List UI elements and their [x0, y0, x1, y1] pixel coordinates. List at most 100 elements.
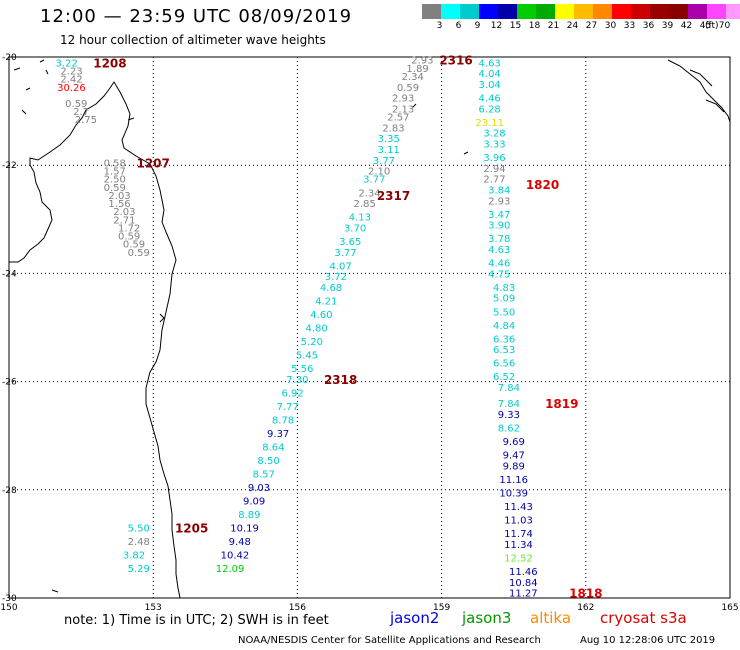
wave-height-value: 5.50 — [128, 524, 150, 535]
wave-height-value: 10.42 — [221, 551, 250, 562]
wave-height-value: 5.50 — [493, 307, 515, 318]
wave-height-value: 2.03 — [113, 207, 135, 218]
wave-height-value: 3.77 — [373, 156, 395, 167]
longitude-label: 159 — [433, 603, 450, 613]
wave-height-value: 0.59 — [104, 183, 126, 194]
color-scale-label: 12 — [490, 21, 503, 31]
legend-entry: cryosat s3a — [600, 609, 687, 627]
pass-time-label: 1205 — [175, 522, 208, 536]
longitude-label: 156 — [289, 603, 306, 613]
wave-height-value: 11.16 — [499, 475, 528, 486]
wave-height-value: 3.33 — [483, 140, 505, 151]
wave-height-value: 2.34 — [358, 188, 380, 199]
color-scale-label: 6 — [455, 21, 462, 31]
color-scale-swatch — [460, 4, 479, 19]
wave-height-value: 2.34 — [402, 72, 424, 83]
map-frame — [8, 56, 731, 599]
wave-height-value: 9.37 — [267, 429, 289, 440]
wave-height-value: 8.50 — [257, 456, 279, 467]
color-scale-swatch — [688, 4, 707, 19]
color-scale-swatch — [441, 4, 460, 19]
wave-height-value: 2.93 — [392, 94, 414, 105]
pass-time-label: 1820 — [526, 178, 559, 192]
wave-height-value: 4.60 — [310, 310, 332, 321]
footer-timestamp: Aug 10 12:28:06 UTC 2019 — [580, 635, 716, 646]
color-scale-swatch — [669, 4, 688, 19]
wave-height-value: 3.78 — [488, 234, 510, 245]
northwest-islands — [13, 59, 49, 115]
wave-height-value: 2.50 — [104, 175, 126, 186]
color-scale-swatch — [593, 4, 612, 19]
wave-height-value: 6.28 — [479, 104, 501, 115]
wave-height-value: 8.62 — [498, 424, 520, 435]
color-scale-swatch — [536, 4, 555, 19]
longitude-label: 165 — [721, 603, 738, 613]
page-subtitle: 12 hour collection of altimeter wave hei… — [60, 33, 326, 47]
wave-height-value: 4.46 — [488, 259, 510, 270]
wave-height-value: 1.56 — [108, 199, 130, 210]
color-scale-label: 18 — [528, 21, 541, 31]
pass-time-label: 2317 — [377, 189, 410, 203]
color-scale-label: 24 — [566, 21, 579, 31]
color-scale-swatch — [574, 4, 593, 19]
coastline — [9, 59, 731, 599]
wave-height-value: 4.75 — [488, 269, 510, 280]
wave-height-value: 5.20 — [301, 337, 323, 348]
page-title: 12:00 — 23:59 UTC 08/09/2019 — [40, 6, 353, 27]
wave-height-value: 1.57 — [104, 167, 126, 178]
wave-height-value: 2.93 — [488, 196, 510, 207]
pass-time-label: 2316 — [439, 54, 472, 68]
wave-height-value: 4.21 — [315, 296, 337, 307]
pass-time-label: 1819 — [545, 397, 578, 411]
color-scale-label: 70 — [718, 21, 731, 31]
color-scale-label: 30 — [604, 21, 617, 31]
wave-height-value: 10.39 — [499, 489, 528, 500]
wave-height-value: 2.10 — [368, 167, 390, 178]
wave-height-value: 10.19 — [230, 524, 259, 535]
wave-height-values: 3.222.232.4230.260.592.72.7512080.581.57… — [56, 54, 603, 601]
wave-height-value: 9.47 — [503, 451, 525, 462]
wave-height-value: 3.72 — [325, 272, 347, 283]
color-scale-label: 27 — [585, 21, 598, 31]
wave-height-value: 9.09 — [243, 497, 265, 508]
wave-height-value: 4.07 — [330, 261, 352, 272]
wave-height-value: 4.13 — [349, 213, 371, 224]
wave-height-value: 4.68 — [320, 283, 342, 294]
footer-credit: NOAA/NESDIS Center for Satellite Applica… — [238, 635, 541, 646]
wave-height-value: 2.03 — [108, 191, 130, 202]
longitude-label: 150 — [0, 603, 17, 613]
wave-height-value: 2.77 — [483, 175, 505, 186]
color-scale-labels: 3 6 9 12 15 18 21 24 27 30 33 36 39 42 45 70 — [422, 21, 734, 31]
legend-entry: jason2 — [390, 609, 440, 627]
longitude-label: 153 — [145, 603, 162, 613]
wave-height-value: 3.35 — [378, 134, 400, 145]
color-scale-swatch — [479, 4, 498, 19]
color-scale-label: 39 — [661, 21, 674, 31]
map-grid — [8, 56, 731, 599]
color-scale-swatch — [726, 4, 740, 19]
wave-height-value: 4.84 — [493, 321, 515, 332]
wave-height-value: 7.84 — [498, 399, 520, 410]
wave-height-value: 23.11 — [475, 118, 504, 129]
latitude-label: -28 — [2, 486, 17, 496]
wave-height-value: 3.77 — [363, 175, 385, 186]
wave-height-value: 11.43 — [504, 502, 533, 513]
wave-height-value: 0.59 — [397, 83, 419, 94]
color-scale-label: 42 — [680, 21, 693, 31]
wave-height-value: 3.28 — [483, 129, 505, 140]
wave-height-value: 7.84 — [498, 383, 520, 394]
color-scale-swatch — [707, 4, 726, 19]
color-scale-bar — [422, 4, 740, 19]
pass-time-label: 2318 — [324, 373, 357, 387]
wave-height-value: 4.46 — [479, 94, 501, 105]
wave-height-value: 5.45 — [296, 351, 318, 362]
pass-time-label: 1208 — [93, 56, 126, 70]
legend-entry: altika — [530, 609, 572, 627]
wave-height-value: 5.56 — [291, 364, 313, 375]
wave-height-value: 2.83 — [382, 123, 404, 134]
wave-height-value: 3.11 — [378, 145, 400, 156]
wave-height-value: 6.36 — [493, 334, 515, 345]
wave-height-value: 2.71 — [113, 215, 135, 226]
wave-height-value: 8.64 — [262, 443, 284, 454]
